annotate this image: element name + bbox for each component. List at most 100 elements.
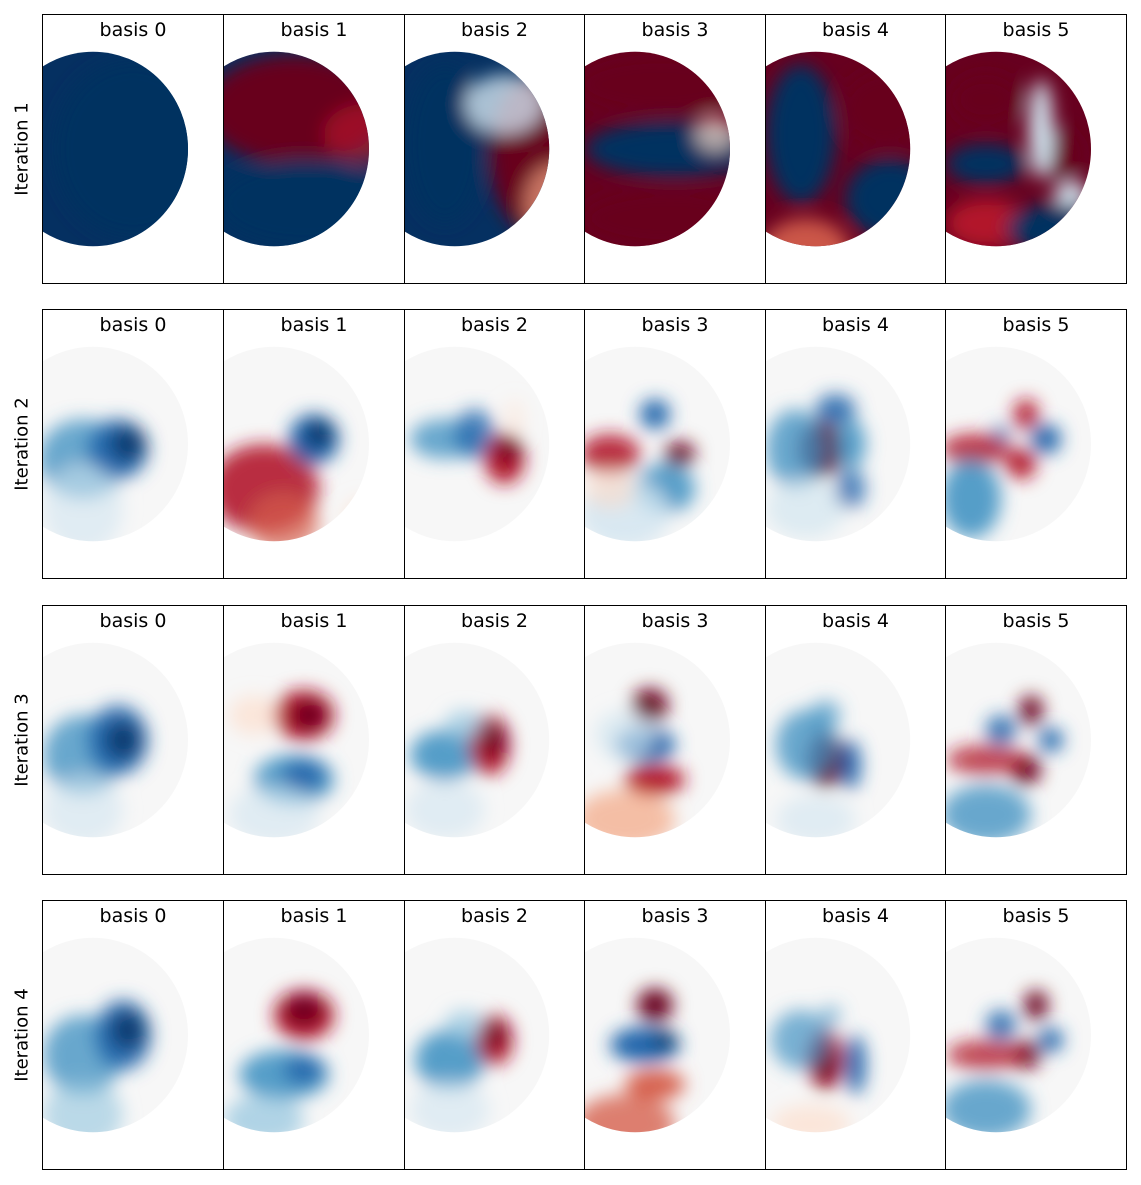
heatmap-blob [1006,448,1036,479]
heatmap-panel: basis 3 [584,14,766,284]
heatmap-panel: basis 4 [765,309,946,579]
heatmap-panel: basis 1 [223,605,405,875]
heatmap-blob [835,419,866,469]
row-label-text: Iteration 3 [11,693,33,787]
heatmap-blob [524,163,550,244]
heatmap-field [224,51,369,247]
heatmap-blob [497,435,522,463]
panel-title: basis 1 [280,19,348,41]
heatmap-blob [766,409,826,489]
heatmap-image [43,51,188,247]
heatmap-image [766,642,911,838]
heatmap-field [224,937,369,1133]
panel-title: basis 5 [1002,19,1070,41]
heatmap-blob [946,434,1011,464]
heatmap-blob [1006,203,1091,247]
heatmap-field [43,642,188,838]
heatmap-image [224,642,369,838]
heatmap-blob [43,774,123,838]
heatmap-panel: basis 0 [42,605,224,875]
heatmap-blob [110,426,146,462]
heatmap-blob [414,1030,485,1090]
heatmap-field [224,642,369,838]
heatmap-blob [770,1104,851,1133]
heatmap-panel: basis 4 [765,14,946,284]
heatmap-blob [504,399,525,440]
heatmap-blob [464,74,545,135]
heatmap-blob [291,699,327,732]
heatmap-field [585,642,730,838]
heatmap-blob [1024,990,1048,1021]
heatmap-image [585,346,730,542]
heatmap-image [946,642,1091,838]
heatmap-blob [946,744,1026,775]
heatmap-blob [840,740,861,790]
heatmap-blob [284,994,324,1027]
heatmap-blob [1029,79,1053,179]
heatmap-blob [595,710,655,760]
heatmap-panel: basis 0 [42,309,224,579]
heatmap-blob [486,1021,507,1049]
panel-title: basis 2 [461,314,528,336]
heatmap-blob [766,478,846,539]
panel-title: basis 2 [461,19,528,41]
heatmap-blob [305,420,333,448]
row-label: Iteration 1 [0,14,42,284]
row-label-text: Iteration 2 [11,397,33,491]
heatmap-blob [482,722,507,758]
heatmap-field [585,346,730,542]
heatmap-blob [986,715,1016,745]
heatmap-panel: basis 3 [584,900,766,1170]
heatmap-blob [845,158,911,239]
heatmap-image [585,51,730,247]
heatmap-image [224,346,369,542]
heatmap-image [405,51,550,247]
heatmap-blob [585,468,635,509]
heatmap-blob [637,988,673,1023]
heatmap-blob [105,720,141,760]
heatmap-image [405,937,550,1133]
panel-title: basis 4 [822,905,889,927]
heatmap-panel: basis 1 [223,14,405,284]
heatmap-image [224,51,369,247]
heatmap-panel: basis 4 [765,900,946,1170]
heatmap-row: Iteration 3 basis 0 basis 1 basis 2 basis 3 b… [0,605,1141,875]
heatmap-blob [770,1010,831,1070]
heatmap-blob [324,104,369,164]
heatmap-blob [625,1069,685,1100]
panel-title: basis 4 [822,19,889,41]
panel-title: basis 0 [99,610,167,632]
heatmap-panel: basis 2 [404,14,585,284]
heatmap-image [405,642,550,838]
heatmap-field [946,51,1091,247]
heatmap-blob [665,442,695,466]
panel-title: basis 1 [280,314,348,336]
panel-title: basis 1 [280,905,348,927]
heatmap-field [405,51,550,247]
heatmap-blob [405,779,485,838]
heatmap-blob [840,69,911,149]
heatmap-blob [53,59,188,239]
heatmap-blob [946,784,1031,838]
panel-title: basis 4 [822,314,889,336]
heatmap-panel: basis 5 [945,900,1127,1170]
heatmap-image [585,937,730,1133]
heatmap-blob [640,399,670,430]
heatmap-panel: basis 2 [404,309,585,579]
heatmap-blob [405,64,485,224]
heatmap-field [585,937,730,1133]
heatmap-panel: basis 5 [945,605,1127,875]
heatmap-blob [344,498,369,539]
heatmap-panel: basis 0 [42,900,224,1170]
heatmap-panel: basis 1 [223,309,405,579]
panel-title: basis 0 [99,905,167,927]
panel-title: basis 3 [641,314,709,336]
heatmap-image [946,346,1091,542]
heatmap-blob [585,434,640,474]
panel-title: basis 5 [1002,905,1070,927]
heatmap-image [43,642,188,838]
heatmap-blob [991,424,1011,444]
heatmap-row: Iteration 1 basis 0 basis 1 basis 2 basis 3 b… [0,14,1141,284]
heatmap-blob [585,121,730,177]
heatmap-field [766,346,911,542]
